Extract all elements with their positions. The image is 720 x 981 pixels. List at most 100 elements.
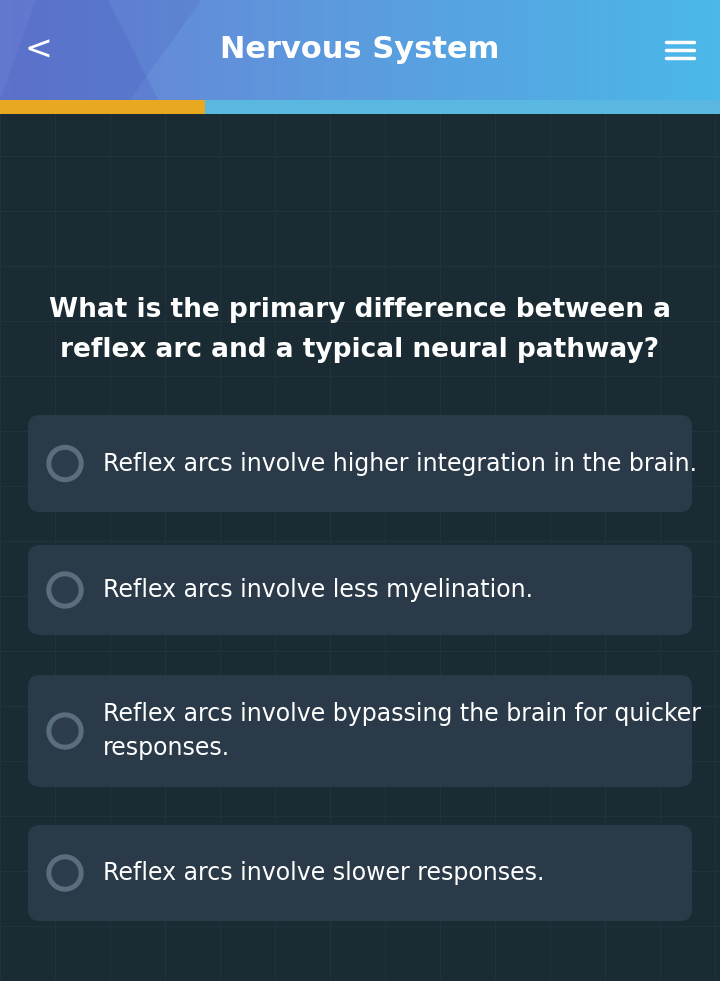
Bar [132, 0, 139, 100]
Bar [474, 0, 481, 100]
Bar [96, 0, 103, 100]
Bar [426, 0, 433, 100]
Bar [402, 0, 409, 100]
Bar [456, 0, 463, 100]
Polygon shape [0, 0, 158, 100]
Bar [126, 0, 133, 100]
Bar [246, 0, 253, 100]
Circle shape [47, 713, 83, 749]
Bar [156, 0, 163, 100]
Bar [498, 0, 505, 100]
Bar [552, 0, 559, 100]
Bar [540, 0, 547, 100]
Bar [312, 0, 319, 100]
Bar [168, 0, 175, 100]
Bar [546, 0, 553, 100]
Bar [504, 0, 511, 100]
Bar [600, 0, 607, 100]
FancyBboxPatch shape [28, 675, 692, 787]
Bar [396, 0, 403, 100]
Bar [468, 0, 475, 100]
Bar [588, 0, 595, 100]
Bar [36, 0, 43, 100]
Bar [228, 0, 235, 100]
Bar [444, 0, 451, 100]
Bar [186, 0, 193, 100]
Circle shape [52, 718, 78, 744]
Bar [462, 0, 469, 100]
Bar [336, 0, 343, 100]
Bar [318, 0, 325, 100]
Bar [690, 0, 697, 100]
Circle shape [47, 572, 83, 608]
Bar [582, 0, 589, 100]
Circle shape [47, 445, 83, 482]
Bar [642, 0, 649, 100]
Text: What is the primary difference between a
reflex arc and a typical neural pathway: What is the primary difference between a… [49, 297, 671, 363]
Bar [120, 0, 127, 100]
Bar [378, 0, 385, 100]
Bar [672, 0, 679, 100]
Bar [510, 0, 517, 100]
Bar [72, 0, 79, 100]
Bar [54, 0, 61, 100]
Bar [648, 0, 655, 100]
Bar [108, 0, 115, 100]
Bar [90, 0, 97, 100]
Bar [342, 0, 349, 100]
Bar [564, 0, 571, 100]
Bar [282, 0, 289, 100]
Bar [60, 0, 67, 100]
Bar [606, 0, 613, 100]
Bar [348, 0, 355, 100]
Bar [102, 0, 109, 100]
Bar [216, 0, 223, 100]
Bar [0, 100, 720, 114]
Bar [612, 0, 619, 100]
Circle shape [52, 860, 78, 886]
Bar [288, 0, 295, 100]
Bar [360, 0, 367, 100]
Bar [18, 0, 25, 100]
Bar [12, 0, 19, 100]
Bar [390, 0, 397, 100]
Bar [222, 0, 229, 100]
Bar [708, 0, 715, 100]
FancyBboxPatch shape [28, 415, 692, 512]
Bar [450, 0, 457, 100]
Bar [594, 0, 601, 100]
Bar [522, 0, 529, 100]
Bar [78, 0, 85, 100]
Bar [6, 0, 13, 100]
Bar [354, 0, 361, 100]
Bar [300, 0, 307, 100]
Bar [516, 0, 523, 100]
Bar [534, 0, 541, 100]
Bar [372, 0, 379, 100]
Bar [192, 0, 199, 100]
Bar [570, 0, 577, 100]
Bar [528, 0, 535, 100]
Bar [636, 0, 643, 100]
FancyBboxPatch shape [28, 825, 692, 921]
Circle shape [47, 855, 83, 891]
Bar [696, 0, 703, 100]
Bar [0, 0, 7, 100]
Bar [30, 0, 37, 100]
Bar [408, 0, 415, 100]
Bar [480, 0, 487, 100]
Bar [114, 0, 121, 100]
Polygon shape [0, 0, 202, 100]
Bar [306, 0, 313, 100]
Bar [576, 0, 583, 100]
Bar [264, 0, 271, 100]
Text: Reflex arcs involve higher integration in the brain.: Reflex arcs involve higher integration i… [103, 451, 697, 476]
Bar [384, 0, 391, 100]
Bar [138, 0, 145, 100]
Bar [678, 0, 685, 100]
Bar [174, 0, 181, 100]
Bar [702, 0, 709, 100]
Bar [270, 0, 277, 100]
Text: Reflex arcs involve bypassing the brain for quicker
responses.: Reflex arcs involve bypassing the brain … [103, 702, 701, 759]
Bar [204, 0, 211, 100]
